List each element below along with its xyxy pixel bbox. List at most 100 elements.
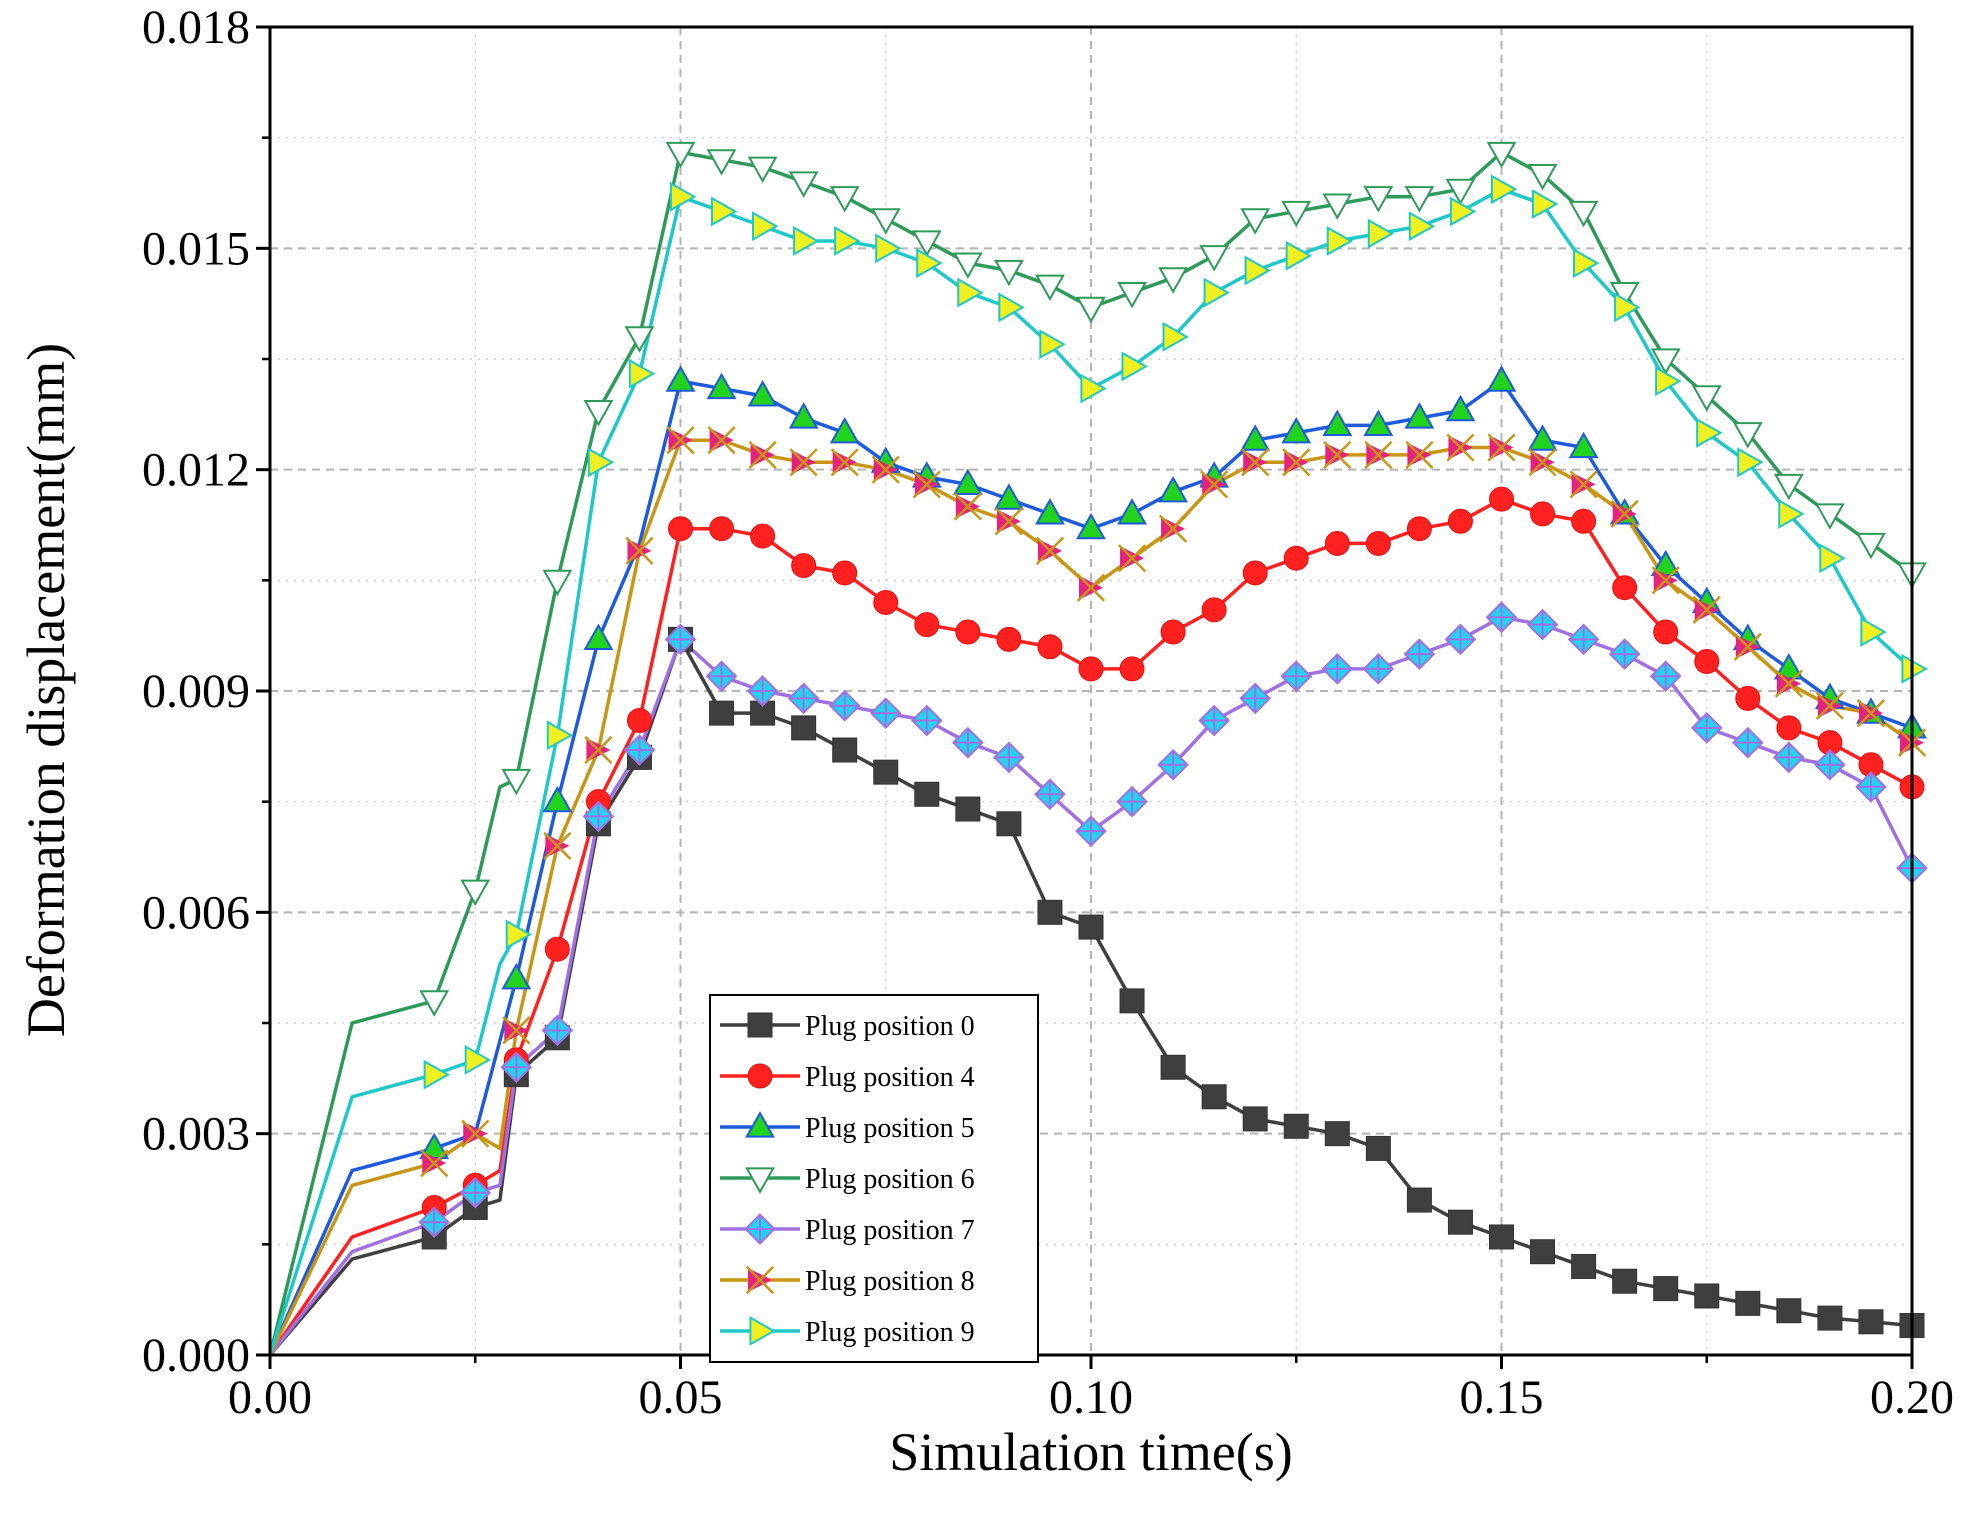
data-point-series-1 — [1694, 648, 1720, 674]
data-point-series-4 — [1321, 653, 1354, 685]
data-point-series-2 — [706, 372, 737, 400]
data-point-series-4 — [787, 682, 820, 715]
data-point-series-3 — [583, 400, 614, 427]
legend-item: Plug position 8 — [720, 1265, 975, 1297]
data-point-series-0 — [1365, 1135, 1391, 1161]
data-point-series-5 — [625, 536, 654, 565]
data-point-series-4 — [500, 1051, 533, 1084]
legend-item: Plug position 9 — [720, 1316, 975, 1348]
data-point-series-0 — [1447, 1209, 1473, 1235]
legend-item: Plug position 6 — [720, 1164, 975, 1195]
legend-label: Plug position 7 — [805, 1215, 975, 1246]
data-point-series-2 — [583, 623, 614, 650]
data-point-series-0 — [1530, 1239, 1556, 1265]
data-point-series-3 — [829, 186, 860, 213]
data-point-series-0 — [1242, 1106, 1268, 1132]
data-point-series-3 — [1240, 208, 1271, 235]
data-point-series-5 — [1528, 448, 1557, 477]
data-point-series-1 — [1283, 545, 1309, 571]
legend-item: Plug position 0 — [720, 1011, 975, 1042]
data-point-series-0 — [1078, 914, 1104, 940]
data-point-series-5 — [912, 470, 941, 499]
axis-tick-labels: 0.00 0.05 0.10 0.15 0.20 0.000 0.003 0.006 0.009… — [142, 1, 1954, 1424]
legend-label: Plug position 9 — [805, 1317, 975, 1348]
data-point-series-4 — [1526, 608, 1559, 641]
data-point-series-1 — [1119, 656, 1145, 682]
data-point-series-4 — [705, 660, 738, 693]
data-point-series-5 — [1774, 669, 1803, 698]
data-point-series-0 — [1119, 988, 1145, 1014]
data-point-series-6 — [1531, 189, 1559, 219]
legend-label: Plug position 4 — [805, 1062, 975, 1093]
data-point-series-1 — [1242, 560, 1268, 586]
data-point-series-4 — [1567, 623, 1600, 656]
data-point-series-4 — [418, 1206, 451, 1239]
data-point-series-2 — [542, 785, 573, 813]
data-point-series-5 — [1364, 440, 1393, 469]
data-point-series-4 — [664, 623, 697, 656]
data-point-series-2 — [1076, 512, 1106, 540]
data-point-series-0 — [1160, 1054, 1186, 1080]
y-tick-label: 0.003 — [142, 1108, 250, 1161]
data-point-series-5 — [830, 448, 859, 477]
data-point-series-6 — [1655, 366, 1682, 397]
data-point-series-6 — [1490, 174, 1518, 205]
data-point-series-0 — [1735, 1290, 1761, 1316]
data-point-series-4 — [828, 689, 861, 722]
legend-item: Plug position 4 — [720, 1062, 975, 1093]
data-point-series-4 — [582, 800, 615, 833]
data-point-series-4 — [1362, 653, 1395, 685]
data-point-series-2 — [1486, 365, 1517, 392]
x-axis-title: Simulation time(s) — [889, 1422, 1292, 1482]
data-point-series-1 — [544, 936, 570, 962]
data-point-series-6 — [1449, 196, 1477, 227]
data-point-series-3 — [1281, 200, 1312, 228]
data-point-series-2 — [501, 962, 532, 990]
data-point-series-5 — [1241, 448, 1270, 477]
axis-ticks — [256, 25, 1914, 1369]
data-point-series-5 — [1692, 595, 1721, 624]
data-point-series-6 — [916, 248, 943, 279]
data-point-series-5 — [1035, 536, 1065, 565]
legend-marker — [745, 1265, 775, 1295]
data-point-series-3 — [1568, 200, 1599, 228]
data-point-series-4 — [1773, 741, 1805, 774]
data-point-series-5 — [1323, 440, 1352, 469]
data-point-series-5 — [1856, 699, 1886, 728]
legend-item: Plug position 7 — [720, 1213, 975, 1246]
data-point-series-1 — [1160, 619, 1186, 645]
series-line-6 — [268, 187, 1914, 1356]
data-point-series-6 — [464, 1044, 492, 1075]
data-point-series-1 — [1078, 656, 1104, 682]
series-line-5 — [268, 438, 1914, 1356]
data-point-series-1 — [668, 516, 693, 542]
data-point-series-6 — [1367, 218, 1395, 249]
data-point-series-6 — [1080, 373, 1107, 404]
legend-marker — [745, 1167, 775, 1194]
data-point-series-6 — [1573, 248, 1600, 279]
data-point-series-6 — [1860, 617, 1887, 647]
y-tick-label: 0.006 — [142, 886, 250, 939]
data-point-series-6 — [423, 1059, 451, 1090]
data-point-series-2 — [788, 402, 819, 429]
data-point-series-5 — [1159, 514, 1188, 543]
legend: Plug position 0 Plug position 4 Plug posit… — [709, 994, 1039, 1363]
data-point-series-4 — [1239, 682, 1272, 715]
x-tick-label: 0.00 — [228, 1371, 312, 1424]
data-point-series-2 — [1527, 424, 1558, 451]
data-point-series-5 — [1733, 632, 1762, 661]
data-point-series-1 — [1489, 486, 1514, 512]
data-point-series-1 — [1612, 575, 1638, 601]
data-point-series-3 — [788, 171, 819, 198]
data-point-series-2 — [1322, 409, 1353, 436]
data-point-series-4 — [1116, 785, 1148, 818]
data-point-series-6 — [1162, 321, 1189, 352]
data-point-series-6 — [1696, 417, 1723, 448]
data-point-series-0 — [1858, 1309, 1884, 1335]
data-point-series-4 — [1690, 712, 1723, 744]
data-point-series-6 — [669, 181, 697, 212]
data-point-series-1 — [873, 589, 899, 615]
legend-marker — [744, 1213, 776, 1245]
series-line-1 — [268, 497, 1913, 1356]
